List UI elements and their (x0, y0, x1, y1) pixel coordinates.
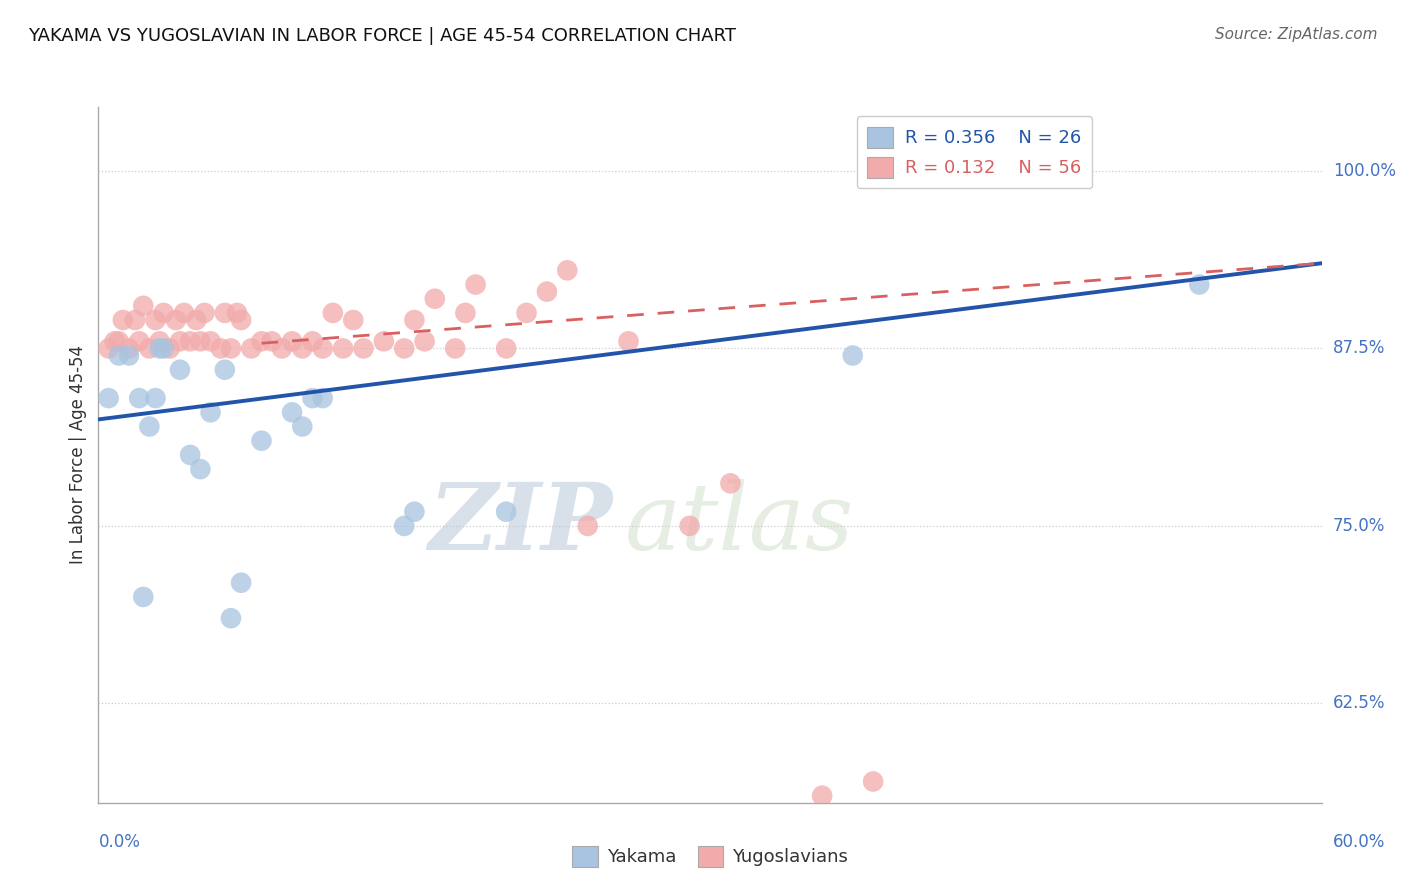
Point (97, 391, 120, 405)
Point (312, 342, 335, 356)
Point (291, 342, 314, 356)
Point (1188, 277, 1211, 292)
Text: 75.0%: 75.0% (1333, 517, 1385, 535)
Text: ZIP: ZIP (427, 480, 612, 569)
Point (173, 306, 195, 320)
Point (149, 342, 172, 356)
Point (454, 306, 477, 320)
Point (152, 342, 174, 356)
Point (128, 391, 150, 405)
Point (404, 505, 426, 519)
Point (179, 448, 201, 462)
Point (169, 334, 191, 349)
Point (342, 313, 364, 327)
Point (138, 342, 160, 356)
Point (138, 419, 160, 434)
Point (811, 789, 834, 803)
Point (862, 774, 884, 789)
Point (193, 306, 215, 320)
Point (231, 313, 253, 327)
Point (270, 342, 294, 356)
Point (718, 476, 742, 491)
Point (281, 405, 304, 419)
Point (188, 462, 212, 476)
Point (679, 519, 702, 533)
Point (332, 342, 354, 356)
Point (111, 313, 134, 327)
Point (312, 391, 335, 405)
Point (536, 285, 558, 299)
Point (250, 334, 273, 349)
Point (104, 334, 127, 349)
Text: YAKAMA VS YUGOSLAVIAN IN LABOR FORCE | AGE 45-54 CORRELATION CHART: YAKAMA VS YUGOSLAVIAN IN LABOR FORCE | A… (28, 27, 737, 45)
Point (444, 342, 467, 356)
Point (226, 306, 249, 320)
Point (464, 277, 486, 292)
Point (179, 334, 201, 349)
Text: 100.0%: 100.0% (1333, 162, 1396, 180)
Point (260, 334, 283, 349)
Point (165, 313, 187, 327)
Point (281, 334, 304, 349)
Point (118, 349, 141, 363)
Point (291, 419, 314, 434)
Point (301, 334, 323, 349)
Point (159, 342, 181, 356)
Point (404, 313, 426, 327)
Point (145, 391, 167, 405)
Point (152, 306, 174, 320)
Point (841, 349, 863, 363)
Point (128, 334, 150, 349)
Point (516, 306, 538, 320)
Point (219, 342, 242, 356)
Point (231, 575, 253, 590)
Point (149, 334, 172, 349)
Point (617, 334, 640, 349)
Text: 62.5%: 62.5% (1333, 694, 1385, 713)
Point (423, 292, 446, 306)
Point (169, 362, 191, 376)
Point (108, 349, 131, 363)
Point (495, 342, 517, 356)
Point (250, 434, 273, 448)
Point (214, 306, 236, 320)
Point (352, 342, 374, 356)
Point (301, 391, 323, 405)
Point (108, 334, 131, 349)
Text: Source: ZipAtlas.com: Source: ZipAtlas.com (1215, 27, 1378, 42)
Text: atlas: atlas (624, 480, 853, 569)
Point (145, 313, 167, 327)
Point (495, 505, 517, 519)
Point (200, 405, 222, 419)
Point (240, 342, 263, 356)
Text: 87.5%: 87.5% (1333, 340, 1385, 358)
Point (392, 342, 416, 356)
Point (576, 519, 599, 533)
Point (373, 334, 395, 349)
Point (322, 306, 344, 320)
Point (132, 590, 155, 604)
Text: 60.0%: 60.0% (1333, 833, 1385, 851)
Point (392, 519, 416, 533)
Text: 0.0%: 0.0% (98, 833, 141, 851)
Legend: Yakama, Yugoslavians: Yakama, Yugoslavians (565, 838, 855, 874)
Point (186, 313, 208, 327)
Point (413, 334, 436, 349)
Point (555, 263, 579, 277)
Point (209, 342, 232, 356)
Point (124, 313, 146, 327)
Point (188, 334, 212, 349)
Point (214, 362, 236, 376)
Point (97, 342, 120, 356)
Point (118, 342, 141, 356)
Y-axis label: In Labor Force | Age 45-54: In Labor Force | Age 45-54 (69, 345, 87, 565)
Point (132, 299, 155, 313)
Point (219, 611, 242, 625)
Point (200, 334, 222, 349)
